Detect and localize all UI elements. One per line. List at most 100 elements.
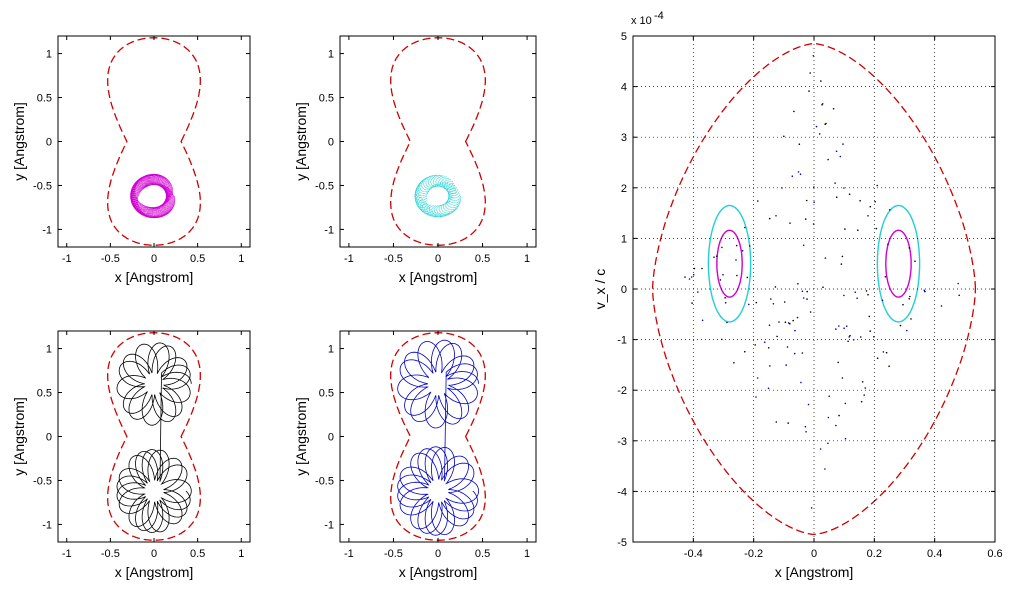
scatter-point (908, 247, 911, 249)
scatter-point (744, 350, 746, 353)
scatter-point (748, 245, 751, 247)
scatter-point (721, 246, 723, 249)
x-tick-label: 1 (524, 548, 530, 560)
y-tick-label: -0.5 (33, 180, 52, 192)
scatter-point (691, 302, 693, 304)
y-tick-label: 0 (621, 284, 627, 296)
y-axis-title: v_x / c (592, 269, 608, 309)
scatter-point (847, 340, 849, 343)
scatter-point (756, 377, 759, 379)
scatter-point (825, 122, 827, 125)
scatter-point (844, 228, 846, 230)
scatter-point (783, 135, 785, 138)
scatter-point (784, 321, 787, 324)
scatter-point (885, 351, 888, 354)
scatter-point (724, 302, 727, 304)
scatter-point (768, 324, 771, 327)
y-tick-label: 0 (328, 137, 334, 149)
scatter-point (792, 319, 794, 322)
scatter-point (835, 150, 838, 153)
y-tick-label: -5 (617, 537, 627, 549)
scatter-point (882, 351, 885, 353)
scatter-point (869, 330, 871, 332)
scatter-point (815, 125, 818, 128)
x-tick-label: 0.5 (190, 253, 205, 265)
y-tick-label: 2 (621, 183, 627, 195)
scatter-point (726, 321, 728, 324)
scatter-point (755, 301, 758, 304)
scatter-point (804, 425, 807, 428)
scatter-point (697, 291, 699, 293)
scatter-point (754, 344, 756, 346)
boundary-curve (107, 332, 201, 541)
scatter-point (865, 290, 868, 292)
y-axis-title: y [Angstrom] (293, 102, 309, 181)
y-tick-label: 0 (46, 137, 52, 149)
y-tick-label: 1 (46, 49, 52, 61)
scatter-point (813, 186, 815, 188)
scatter-point (867, 293, 869, 296)
x-tick-label: -0.5 (384, 548, 403, 560)
scatter-point (843, 187, 845, 189)
scatter-point (902, 303, 904, 306)
scatter-point (770, 298, 772, 300)
trajectory-line (414, 174, 462, 218)
scatter-point (838, 325, 840, 327)
x-tick-label: 0 (151, 548, 157, 560)
data-layer (651, 42, 977, 536)
scatter-point (888, 209, 891, 211)
scatter-point (744, 226, 746, 229)
scatter-point (801, 290, 804, 293)
scatter-point (827, 158, 829, 161)
scatter-point (791, 175, 794, 177)
scatter-point (733, 362, 735, 364)
scatter-point (910, 318, 912, 320)
y-tick-label: 1 (328, 49, 334, 61)
scatter-point (774, 286, 777, 288)
scatter-point (835, 424, 837, 427)
scatter-point (842, 143, 844, 145)
scatter-point (797, 171, 800, 173)
island-curve (707, 204, 752, 323)
scatter-point (789, 222, 791, 224)
scatter-point (805, 431, 807, 433)
scatter-point (824, 257, 827, 259)
scatter-point (923, 289, 926, 292)
scatter-point (860, 400, 863, 403)
y-axis-title: y [Angstrom] (293, 397, 309, 476)
scatter-point (832, 108, 835, 110)
scatter-point (775, 421, 778, 423)
scatter-point (767, 387, 770, 390)
scatter-point (839, 155, 842, 158)
scatter-point (692, 273, 695, 276)
x-axis-title: x [Angstrom] (399, 564, 478, 580)
plot-area (339, 330, 537, 543)
scatter-point (776, 335, 778, 338)
y-tick-label: 1 (46, 344, 52, 356)
scatter-point (690, 276, 693, 278)
scatter-point (798, 143, 801, 145)
scatter-point (688, 278, 691, 280)
scatter-point (693, 267, 696, 270)
scatter-point (906, 329, 908, 332)
scatter-point (787, 422, 789, 424)
x-tick-label: 0 (435, 253, 441, 265)
x-tick-label: 1 (238, 548, 244, 560)
island-curve (716, 229, 743, 298)
y-tick-label: -2 (617, 385, 627, 397)
scatter-point (824, 468, 826, 470)
y-tick-label: -1 (324, 224, 334, 236)
scatter-point (783, 301, 786, 303)
y-tick-label: 0 (328, 432, 334, 444)
boundary-curve (390, 332, 486, 541)
scatter-point (684, 276, 686, 278)
y-tick-label: 0 (46, 432, 52, 444)
x-axis-title: x [Angstrom] (399, 269, 478, 285)
scatter-point (701, 267, 703, 270)
scatter-point (861, 381, 864, 383)
scatter-point (844, 402, 847, 405)
scatter-point (876, 184, 878, 187)
y-tick-label: 1 (328, 344, 334, 356)
y-tick-label: 4 (621, 82, 627, 94)
energy-boundary-curve (651, 42, 977, 536)
